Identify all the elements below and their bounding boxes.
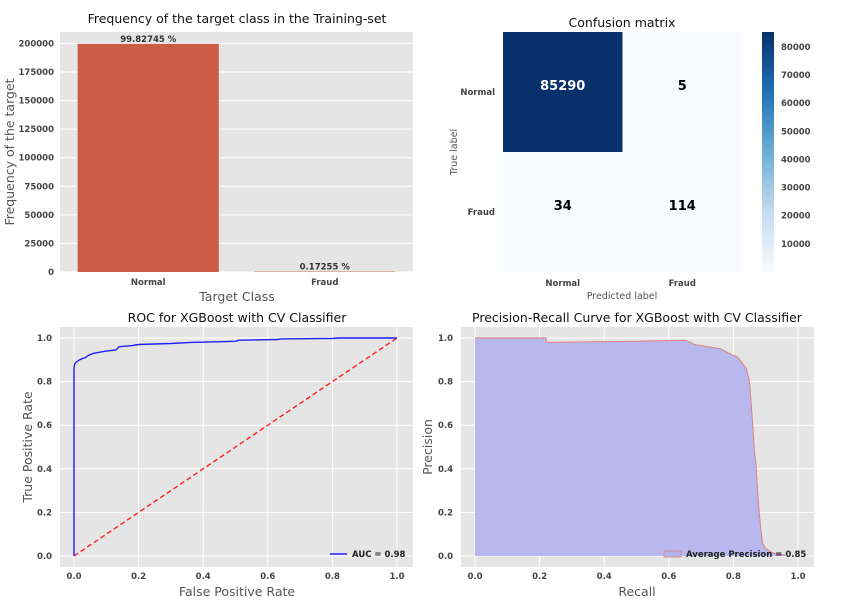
confusion-matrix-y-ticks: Normal Fraud [460, 88, 495, 218]
roc-title: ROC for XGBoost with CV Classifier [128, 310, 348, 325]
y-tick-label: 0.0 [438, 552, 453, 562]
bar-chart-x-axis-label: Target Class [198, 289, 275, 304]
confusion-matrix-panel: Confusion matrix 85290 5 34 114 Normal Fraud… [449, 15, 811, 302]
x-tick-label: 0.6 [661, 572, 676, 582]
colorbar-tick-label: 20000 [781, 212, 811, 222]
colorbar-tick-label: 60000 [781, 99, 811, 109]
roc-x-axis-label: False Positive Rate [179, 584, 295, 599]
pr-x-ticks: 0.0 0.2 0.4 0.6 0.8 1.0 [467, 572, 805, 582]
bar-data-label: 0.17255 % [300, 263, 351, 273]
roc-y-axis-label: True Positive Rate [20, 391, 35, 504]
confusion-matrix-cells: 85290 5 34 114 [503, 32, 742, 272]
bar-chart-x-tick-label: Fraud [311, 278, 338, 288]
x-tick-label: 0.8 [726, 572, 741, 582]
pr-legend: Average Precision = 0.85 [663, 550, 806, 560]
y-tick-label: 1.0 [438, 334, 453, 344]
x-tick-label: 0.6 [260, 572, 275, 582]
y-tick-label: 0.4 [438, 465, 453, 475]
x-tick-label: 0.4 [196, 572, 211, 582]
y-tick-label: 0.6 [37, 421, 52, 431]
bar-chart-y-tick-label: 175000 [19, 68, 55, 78]
pr-area [475, 337, 786, 556]
pr-panel: Precision-Recall Curve for XGBoost with … [420, 310, 814, 599]
colorbar-tick-label: 40000 [781, 155, 811, 165]
y-tick-label: 0.2 [438, 508, 453, 518]
roc-gridlines [60, 327, 413, 567]
bar-chart-y-tick-label: 0 [48, 268, 54, 278]
x-tick-label: 1.0 [790, 572, 805, 582]
confusion-matrix-y-axis-label: True label [449, 129, 460, 176]
confusion-matrix-cell-value: 85290 [540, 79, 585, 94]
y-tick-label: 0.4 [37, 465, 52, 475]
x-tick-label: 0.2 [131, 572, 146, 582]
bar-chart-panel: Frequency of the target class in the Tra… [2, 11, 413, 304]
bar-chart-y-tick-label: 150000 [19, 97, 55, 107]
pr-legend-label: Average Precision = 0.85 [686, 550, 806, 560]
roc-lines [73, 337, 398, 557]
bar-chart-y-axis-label: Frequency of the target [2, 78, 17, 225]
roc-curve [73, 337, 397, 556]
x-tick-label: 1.0 [389, 572, 404, 582]
confusion-matrix-y-tick-label: Normal [460, 88, 495, 98]
colorbar-tick-label: 50000 [781, 127, 811, 137]
confusion-matrix-cell-value: 34 [554, 199, 572, 214]
confusion-matrix-colorbar-ticks: 10000 20000 30000 40000 50000 60000 70000 80000 [781, 43, 811, 250]
confusion-matrix-colorbar [762, 32, 774, 272]
y-tick-label: 0.8 [37, 378, 52, 388]
pr-area-fill [475, 338, 786, 556]
x-tick-label: 0.0 [467, 572, 482, 582]
bar-chart-title: Frequency of the target class in the Tra… [88, 11, 387, 26]
y-tick-label: 0.6 [438, 421, 453, 431]
pr-title: Precision-Recall Curve for XGBoost with … [472, 310, 803, 325]
confusion-matrix-title: Confusion matrix [569, 15, 676, 30]
bar-chart-y-tick-label: 200000 [19, 39, 55, 49]
pr-curve [475, 337, 786, 556]
confusion-matrix-cell [622, 152, 742, 272]
bar-chart-y-ticks: 0 25000 50000 75000 100000 125000 150000 175000… [19, 39, 55, 278]
bar [77, 43, 219, 272]
confusion-matrix-cell [503, 32, 623, 152]
x-tick-label: 0.8 [325, 572, 340, 582]
bar-chart-bars: 99.82745 % 0.17255 % [77, 35, 396, 273]
pr-legend-swatch [663, 550, 682, 558]
pr-y-ticks: 0.0 0.2 0.4 0.6 0.8 1.0 [438, 334, 453, 562]
roc-legend-label: AUC = 0.98 [352, 550, 406, 560]
bar-data-label: 99.82745 % [120, 35, 177, 45]
confusion-matrix-x-tick-label: Normal [545, 279, 580, 289]
bar-chart-y-tick-label: 25000 [24, 239, 54, 249]
roc-x-ticks: 0.0 0.2 0.4 0.6 0.8 1.0 [66, 572, 404, 582]
roc-y-ticks: 0.0 0.2 0.4 0.6 0.8 1.0 [37, 334, 52, 562]
bar-chart-y-tick-label: 100000 [19, 154, 55, 164]
bar-chart-x-ticks: Normal Fraud [131, 278, 338, 288]
confusion-matrix-x-ticks: Normal Fraud [545, 279, 695, 289]
pr-x-axis-label: Recall [618, 584, 655, 599]
confusion-matrix-cell-value: 5 [678, 79, 687, 94]
roc-legend: AUC = 0.98 [330, 550, 406, 560]
y-tick-label: 0.2 [37, 508, 52, 518]
colorbar-tick-label: 30000 [781, 184, 811, 194]
colorbar-tick-label: 10000 [781, 240, 811, 250]
x-tick-label: 0.4 [597, 572, 612, 582]
x-tick-label: 0.2 [532, 572, 547, 582]
y-tick-label: 1.0 [37, 334, 52, 344]
confusion-matrix-cell-value: 114 [669, 199, 696, 214]
roc-chance-line [73, 337, 398, 557]
confusion-matrix-x-axis-label: Predicted label [587, 291, 658, 302]
bar-chart-y-tick-label: 125000 [19, 125, 55, 135]
y-tick-label: 0.8 [438, 378, 453, 388]
confusion-matrix-x-tick-label: Fraud [669, 279, 696, 289]
y-tick-label: 0.0 [37, 552, 52, 562]
roc-panel: ROC for XGBoost with CV Classifier 0.0 0.… [20, 310, 413, 599]
pr-y-axis-label: Precision [420, 419, 435, 475]
bar-chart-x-tick-label: Normal [131, 278, 166, 288]
bar-chart-y-tick-label: 50000 [24, 211, 54, 221]
confusion-matrix-cell [622, 32, 742, 152]
bar-chart-y-tick-label: 75000 [24, 182, 54, 192]
colorbar-tick-label: 80000 [781, 43, 811, 53]
colorbar-tick-label: 70000 [781, 71, 811, 81]
x-tick-label: 0.0 [66, 572, 81, 582]
confusion-matrix-y-tick-label: Fraud [468, 208, 495, 218]
confusion-matrix-cell [503, 152, 623, 272]
